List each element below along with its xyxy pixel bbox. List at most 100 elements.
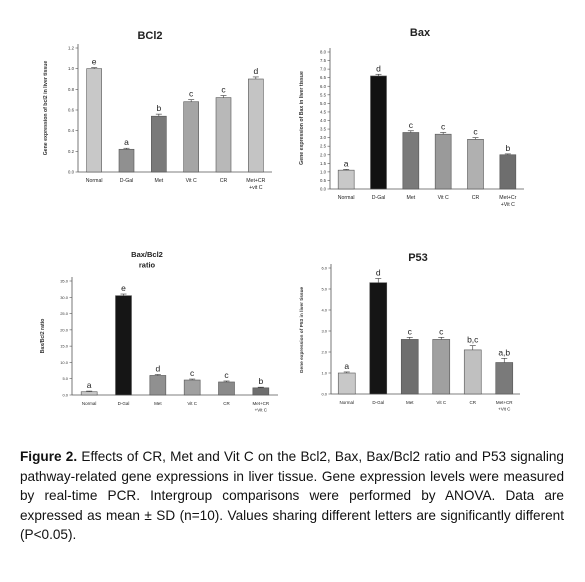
significance-letter: c — [441, 121, 446, 131]
y-tick-label: 30.0 — [60, 295, 69, 300]
chart-title: Bax/Bcl2 ratio — [131, 250, 163, 270]
bar — [402, 132, 420, 190]
x-tick-label: Met — [154, 401, 162, 406]
y-tick-label: 6.0 — [320, 84, 327, 89]
significance-letter: d — [253, 66, 258, 76]
y-tick-label: 5.0 — [321, 287, 327, 292]
bar — [463, 349, 482, 395]
y-tick-label: 1.0 — [320, 169, 327, 174]
x-tick-label: CR — [223, 401, 230, 406]
x-tick-label: D-Gal — [118, 401, 130, 406]
x-tick-label: D-Gal — [372, 195, 386, 201]
p53-chart: P53 Gene expression of P53 in liver tissu… — [299, 252, 520, 412]
x-tick-label: D-Gal — [120, 178, 134, 184]
bar — [467, 139, 484, 190]
x-tick-label-line: Met+CR — [253, 401, 270, 406]
significance-letter: e — [121, 283, 126, 293]
x-tick-label: Met+CR +vit C — [246, 178, 265, 191]
y-tick-label: 5.5 — [320, 92, 327, 97]
x-tick-label: Met — [407, 195, 416, 201]
chart-title-line-1: Bax/Bcl2 — [131, 250, 163, 259]
bar — [370, 75, 387, 190]
x-tick-label-line: Met+CR — [496, 400, 513, 405]
significance-letter: d — [376, 63, 381, 73]
bar — [149, 375, 167, 396]
chart-title-line-2: ratio — [139, 261, 156, 270]
bcl2-chart-panel: BCl2 Gene expression of bcl2 in liver tis… — [0, 0, 292, 238]
x-tick-label-line: D-Gal — [120, 178, 134, 184]
significance-letter: c — [409, 120, 414, 130]
x-tick-label-line: Normal — [339, 400, 354, 405]
significance-letter: c — [439, 326, 444, 336]
x-tick-label-line: D-Gal — [118, 401, 130, 406]
y-tick-label: 3.0 — [321, 329, 327, 334]
bar — [183, 379, 201, 396]
bar — [115, 295, 132, 396]
x-tick-label: Met — [155, 178, 164, 184]
y-tick-label: 15.0 — [60, 344, 69, 349]
bar — [432, 339, 451, 395]
bar — [218, 381, 235, 396]
chart-title: Bax — [410, 27, 431, 39]
y-tick-label: 1.5 — [320, 161, 327, 166]
significance-letter: b — [258, 376, 263, 386]
significance-letter: b — [505, 143, 510, 153]
y-tick-label: 4.0 — [320, 118, 327, 123]
x-tick-label: Normal — [339, 400, 354, 405]
x-tick-label-line: +Vit C — [501, 202, 515, 208]
x-tick-label-line: Normal — [86, 178, 103, 184]
y-tick-label: 1.2 — [68, 46, 75, 51]
significance-letter: c — [224, 370, 229, 380]
bar — [118, 148, 135, 173]
x-tick-label-line: +vit C — [249, 185, 263, 191]
x-tick-label-line: +Vit C — [255, 408, 268, 413]
y-tick-label: 5.0 — [320, 101, 327, 106]
bar — [248, 78, 264, 173]
significance-letter: c — [189, 89, 194, 99]
y-axis-label: Gene expression of bcl2 in liver tissue — [43, 61, 49, 156]
y-tick-label: 4.0 — [321, 308, 327, 313]
x-tick-label: CR — [470, 400, 477, 405]
y-tick-label: 7.5 — [320, 58, 327, 63]
x-tick-label-line: Vit C — [438, 195, 449, 201]
x-tick-label-line: Met+CR — [246, 178, 265, 184]
significance-letter: b,c — [467, 335, 479, 345]
y-tick-label: 1.0 — [68, 66, 75, 71]
y-tick-label: 1.0 — [321, 371, 327, 376]
x-tick-label-line: D-Gal — [372, 400, 384, 405]
bar — [495, 362, 514, 395]
y-tick-label: 0.0 — [62, 393, 68, 398]
significance-letter: a — [344, 158, 349, 168]
y-tick-label: 0.8 — [68, 87, 75, 92]
x-tick-label: Vit C — [186, 178, 197, 184]
x-tick-label-line: CR — [470, 400, 477, 405]
x-tick-label-line: Met — [155, 178, 164, 184]
bax-chart: Bax Gene expression of Bax in liver tissu… — [299, 27, 524, 208]
x-tick-label-line: Normal — [82, 401, 97, 406]
x-tick-label-line: Met — [154, 401, 162, 406]
significance-letter: a — [344, 361, 349, 371]
x-tick-label-line: Met+Cr — [499, 195, 516, 201]
significance-letter: c — [190, 368, 195, 378]
bar — [400, 339, 419, 395]
y-tick-label: 35.0 — [60, 279, 69, 284]
y-tick-label: 0.0 — [321, 392, 327, 397]
bar — [434, 133, 452, 190]
bar — [86, 68, 102, 173]
x-tick-label: Vit C — [438, 195, 449, 201]
x-tick-label-line: Met — [406, 400, 414, 405]
y-tick-label: 0.2 — [68, 149, 75, 154]
y-tick-label: 2.0 — [320, 152, 327, 157]
significance-letter: a — [87, 380, 92, 390]
bar — [499, 154, 517, 190]
bar — [151, 115, 167, 173]
significance-letter: c — [473, 127, 478, 137]
x-tick-label: Vit C — [187, 401, 197, 406]
x-tick-label-line: Normal — [338, 195, 355, 201]
y-axis-label: Gene expression of P53 in liver tissue — [299, 286, 305, 373]
y-tick-label: 4.5 — [320, 109, 327, 114]
y-tick-label: 20.0 — [60, 327, 69, 332]
bar — [183, 101, 199, 173]
y-tick-label: 10.0 — [60, 360, 69, 365]
